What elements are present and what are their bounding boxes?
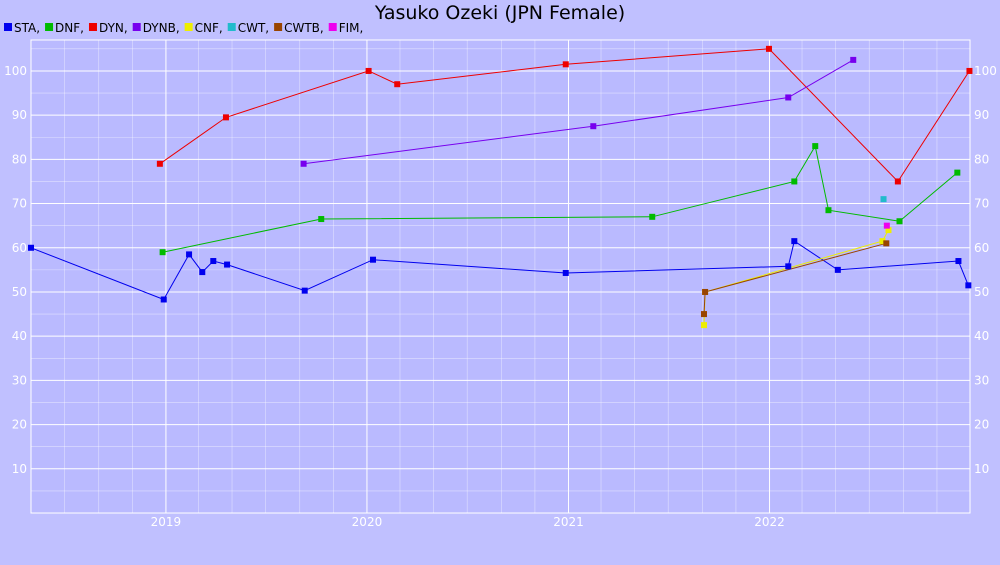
data-point: [879, 238, 886, 245]
y-tick-label-left: 60: [12, 241, 27, 255]
data-point: [28, 244, 34, 251]
y-tick-label-left: 70: [12, 197, 27, 211]
data-point: [702, 288, 709, 295]
y-tick-label-right: 100: [974, 64, 997, 78]
grid: [31, 40, 970, 513]
data-point: [834, 266, 841, 273]
data-point: [883, 240, 890, 247]
y-tick-label-left: 20: [12, 418, 27, 432]
y-tick-label-right: 60: [974, 241, 989, 255]
data-point: [965, 282, 972, 289]
legend-label: DYNB,: [143, 21, 180, 35]
data-point: [765, 45, 772, 52]
series-line: [162, 144, 958, 253]
data-point: [301, 287, 308, 294]
y-tick-label-left: 80: [12, 152, 27, 166]
y-tick-label-left: 50: [12, 285, 27, 299]
legend-label: STA,: [14, 21, 40, 35]
data-point: [222, 114, 229, 121]
series-line: [303, 59, 854, 165]
legend-swatch: [88, 23, 97, 31]
y-tick-label-right: 10: [974, 462, 989, 476]
data-point: [156, 160, 163, 167]
x-tick-label: 2022: [754, 515, 785, 529]
y-tick-label-left: 90: [12, 108, 27, 122]
data-point: [825, 207, 832, 214]
y-tick-label-right: 50: [974, 285, 989, 299]
legend-label: CWTB,: [284, 21, 324, 35]
x-tick-label: 2020: [352, 515, 383, 529]
x-tick-label: 2019: [151, 515, 182, 529]
legend-swatch: [227, 23, 236, 31]
legend: STA, DNF, DYN, DYNB, CNF, CWT, CWTB, FIM,: [4, 21, 363, 35]
legend-label: DYN,: [99, 21, 128, 35]
data-point: [850, 56, 857, 63]
data-point: [562, 61, 569, 68]
y-tick-label-left: 100: [4, 64, 27, 78]
legend-swatch: [132, 23, 141, 31]
data-point: [365, 67, 372, 74]
data-point: [186, 251, 193, 258]
legend-label: CNF,: [195, 21, 223, 35]
data-point: [791, 178, 798, 185]
data-point: [700, 322, 707, 329]
data-point: [160, 296, 167, 303]
data-point: [300, 160, 307, 167]
y-axis-right: 10 20 30 40 50 60 70 80 90 100: [974, 64, 997, 476]
data-point: [700, 311, 707, 318]
x-axis: 2019 2020 2021 2022: [151, 515, 785, 529]
plot-area: [30, 39, 971, 514]
data-point: [885, 227, 892, 234]
legend-swatch: [328, 23, 337, 31]
legend-swatch: [45, 23, 54, 31]
data-point: [562, 269, 569, 276]
data-point: [812, 143, 819, 150]
y-tick-label-right: 70: [974, 197, 989, 211]
data-point: [649, 213, 656, 220]
data-point: [394, 81, 401, 88]
y-tick-label-right: 80: [974, 152, 989, 166]
data-point: [785, 94, 792, 101]
data-point: [896, 218, 903, 225]
data-point: [791, 238, 798, 245]
y-tick-label-left: 10: [12, 462, 27, 476]
y-tick-label-right: 40: [974, 329, 989, 343]
legend-swatch: [274, 23, 283, 31]
legend-swatch: [4, 23, 12, 31]
data-point: [880, 196, 887, 203]
data-point: [370, 256, 377, 263]
legend-label: FIM,: [339, 21, 364, 35]
data-point: [159, 249, 166, 256]
data-point: [318, 216, 325, 223]
data-point: [224, 261, 231, 268]
legend-label: CWT,: [238, 21, 269, 35]
data-point: [966, 67, 973, 74]
series-points: [28, 45, 973, 329]
data-point: [883, 222, 890, 229]
data-point: [590, 123, 597, 130]
y-tick-label-left: 40: [12, 329, 27, 343]
data-point: [210, 258, 217, 265]
legend-swatch: [184, 23, 193, 31]
legend-label: DNF,: [55, 21, 84, 35]
data-point: [199, 269, 206, 276]
x-tick-label: 2021: [553, 515, 584, 529]
data-point: [954, 169, 961, 176]
data-point: [785, 263, 792, 270]
plot-background: [30, 39, 971, 514]
y-tick-label-left: 30: [12, 373, 27, 387]
y-tick-label-right: 90: [974, 108, 989, 122]
series-line: [159, 48, 970, 183]
y-tick-label-right: 30: [974, 373, 989, 387]
chart-title: Yasuko Ozeki (JPN Female): [374, 2, 625, 24]
data-point: [955, 258, 962, 265]
data-point: [894, 178, 901, 185]
y-tick-label-right: 20: [974, 418, 989, 432]
y-axis-left: 10 20 30 40 50 60 70 80 90 100: [4, 64, 27, 476]
